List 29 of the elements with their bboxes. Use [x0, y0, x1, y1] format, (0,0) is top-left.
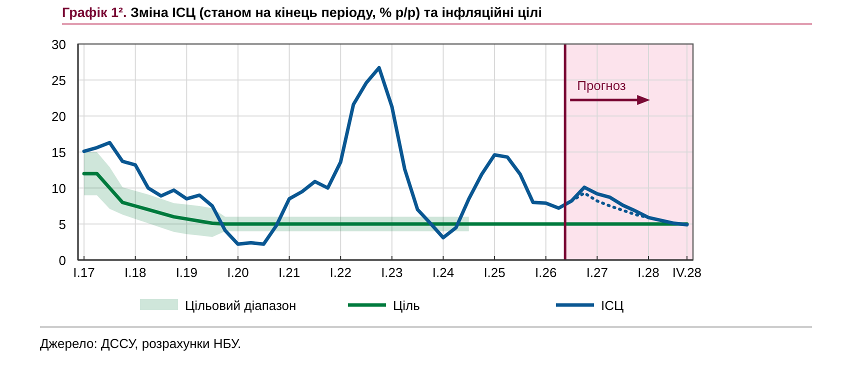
- x-tick-label: I.18: [124, 265, 146, 280]
- y-tick-label: 5: [58, 217, 66, 232]
- y-tick-label: 30: [52, 37, 66, 52]
- legend-label: ІСЦ: [601, 298, 624, 313]
- y-tick-label: 25: [52, 73, 66, 88]
- x-tick-label: I.28: [638, 265, 660, 280]
- annotation: Прогноз: [577, 78, 626, 93]
- x-tick-label: I.19: [176, 265, 198, 280]
- text: Цільовий діапазон: [185, 298, 296, 313]
- x-tick-label: I.17: [73, 265, 95, 280]
- x-tick-label: I.22: [330, 265, 352, 280]
- x-tick-label: I.26: [535, 265, 557, 280]
- x-tick-label: IV.28: [672, 265, 702, 280]
- chart-title: Графік 1². Зміна ІСЦ (станом на кінець періоду, % р/р) та інфляційні цілі: [62, 5, 542, 20]
- y-tick-label: 0: [58, 253, 66, 268]
- x-tick-label: I.20: [227, 265, 249, 280]
- line-series: [570, 192, 650, 220]
- x-tick-label: I.23: [381, 265, 403, 280]
- text: Джерело: ДССУ, розрахунки НБУ.: [40, 336, 242, 351]
- x-tick-label: I.27: [586, 265, 608, 280]
- line-series: [82, 66, 689, 246]
- x-tick-label: I.25: [484, 265, 506, 280]
- y-tick-label: 15: [52, 145, 66, 160]
- x-tick-label: I.21: [278, 265, 300, 280]
- legend-label: Ціль: [393, 298, 420, 313]
- y-tick-label: 20: [52, 109, 66, 124]
- x-tick-label: I.24: [432, 265, 454, 280]
- y-tick-label: 10: [52, 181, 66, 196]
- line-series: [82, 172, 689, 226]
